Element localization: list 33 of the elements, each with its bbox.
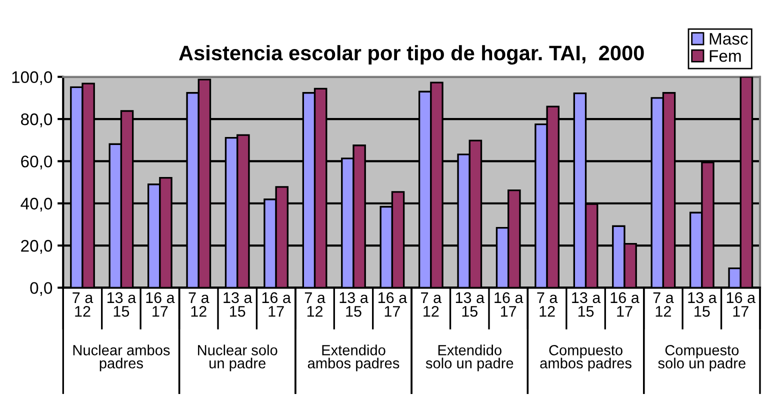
x-tick-label: 7 a 12 (72, 292, 94, 317)
x-tick-label: 13 a 15 (572, 292, 601, 317)
text: Nuclear ambos padres (73, 344, 170, 372)
x-tick-label: 16 a 17 (262, 292, 291, 317)
legend-label: Masc (710, 33, 748, 45)
x-tick-label: 7 a 12 (304, 292, 326, 317)
x-tick-label: 13 a 15 (456, 292, 485, 317)
x-tick-label: 16 a 17 (378, 292, 408, 317)
y-tick-label: 60,0 (21, 156, 52, 170)
x-tick-label: 13 a 15 (224, 292, 252, 317)
x-tick-label: 13 a 15 (108, 292, 136, 317)
x-tick-label: 16 a 17 (610, 292, 640, 317)
x-tick-label: 16 a 17 (726, 292, 756, 317)
text: Compuesto solo un padre (658, 345, 746, 372)
x-tick-label: 7 a 12 (653, 292, 674, 317)
x-tick-label: 13 a 15 (340, 292, 368, 317)
x-tick-label: 16 a 17 (494, 292, 524, 317)
y-tick-label: 40,0 (20, 198, 52, 212)
x-tick-label: 7 a 12 (537, 292, 558, 317)
text: Extendido ambos padres (308, 344, 400, 372)
text: Compuesto ambos padres (540, 345, 632, 372)
chart-title: Asistencia escolar por tipo de hogar. TAI, 2000 (178, 45, 644, 65)
x-tick-label: 7 a 12 (188, 292, 210, 317)
x-tick-label: 13 a 15 (688, 292, 717, 317)
y-tick-label: 80,0 (21, 113, 52, 128)
x-tick-label: 16 a 17 (146, 292, 175, 317)
text: Extendido solo un padre (426, 344, 514, 372)
y-tick-label: 100,0 (12, 71, 52, 86)
x-tick-label: 7 a 12 (421, 292, 442, 317)
text: Nuclear solo un padre (198, 344, 278, 372)
y-tick-label: 0,0 (30, 282, 52, 296)
y-tick-label: 20,0 (21, 240, 52, 254)
legend-label: Fem (710, 50, 741, 62)
